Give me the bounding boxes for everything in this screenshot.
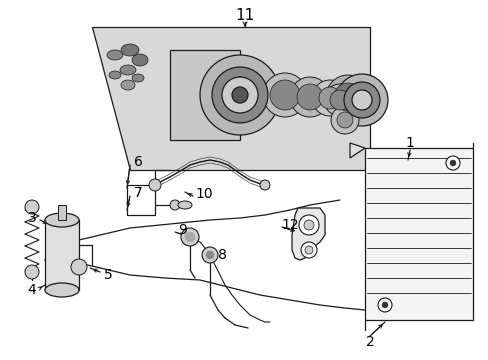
Circle shape: [336, 112, 352, 128]
Circle shape: [25, 200, 39, 214]
Bar: [45, 220, 79, 290]
Circle shape: [269, 80, 299, 110]
Circle shape: [25, 265, 39, 279]
Ellipse shape: [109, 71, 121, 79]
Circle shape: [149, 179, 161, 191]
Circle shape: [184, 232, 195, 242]
Circle shape: [205, 251, 214, 259]
Circle shape: [202, 247, 218, 263]
Circle shape: [381, 302, 387, 308]
Circle shape: [212, 67, 267, 123]
Text: 3: 3: [27, 211, 36, 225]
Circle shape: [222, 77, 258, 113]
Circle shape: [289, 77, 329, 117]
Circle shape: [311, 80, 347, 116]
Circle shape: [231, 87, 247, 103]
Text: 4: 4: [27, 283, 36, 297]
Circle shape: [170, 200, 180, 210]
Circle shape: [318, 87, 340, 109]
Circle shape: [325, 75, 369, 119]
Circle shape: [377, 298, 391, 312]
Circle shape: [200, 55, 280, 135]
Circle shape: [343, 82, 379, 118]
Text: 2: 2: [365, 335, 374, 349]
Polygon shape: [92, 27, 369, 170]
Circle shape: [301, 242, 316, 258]
Ellipse shape: [132, 54, 148, 66]
Circle shape: [296, 84, 323, 110]
Bar: [364, 148, 472, 320]
Circle shape: [351, 90, 371, 110]
Polygon shape: [291, 208, 325, 260]
Bar: [58, 205, 66, 220]
Ellipse shape: [45, 283, 79, 297]
Circle shape: [181, 228, 199, 246]
Circle shape: [333, 83, 361, 111]
Circle shape: [298, 215, 318, 235]
Text: 6: 6: [133, 155, 142, 169]
Text: 12: 12: [281, 218, 298, 232]
Bar: [170, 50, 240, 140]
Circle shape: [449, 160, 455, 166]
Ellipse shape: [121, 80, 135, 90]
Text: 9: 9: [178, 223, 187, 237]
Ellipse shape: [178, 201, 192, 209]
Text: 5: 5: [103, 268, 112, 282]
Circle shape: [260, 180, 269, 190]
Circle shape: [324, 84, 355, 116]
Text: 1: 1: [405, 136, 414, 150]
Circle shape: [304, 220, 313, 230]
Ellipse shape: [121, 44, 139, 56]
Ellipse shape: [45, 213, 79, 227]
Circle shape: [263, 73, 306, 117]
Circle shape: [71, 259, 87, 275]
Ellipse shape: [120, 65, 136, 75]
Text: 10: 10: [195, 187, 212, 201]
Circle shape: [330, 106, 358, 134]
Polygon shape: [349, 143, 364, 158]
Text: 8: 8: [217, 248, 226, 262]
Circle shape: [445, 156, 459, 170]
Ellipse shape: [107, 50, 123, 60]
Circle shape: [305, 246, 312, 254]
Circle shape: [335, 74, 387, 126]
Ellipse shape: [132, 74, 143, 82]
Circle shape: [329, 90, 349, 110]
Text: 7: 7: [133, 186, 142, 200]
Text: 11: 11: [235, 8, 254, 22]
